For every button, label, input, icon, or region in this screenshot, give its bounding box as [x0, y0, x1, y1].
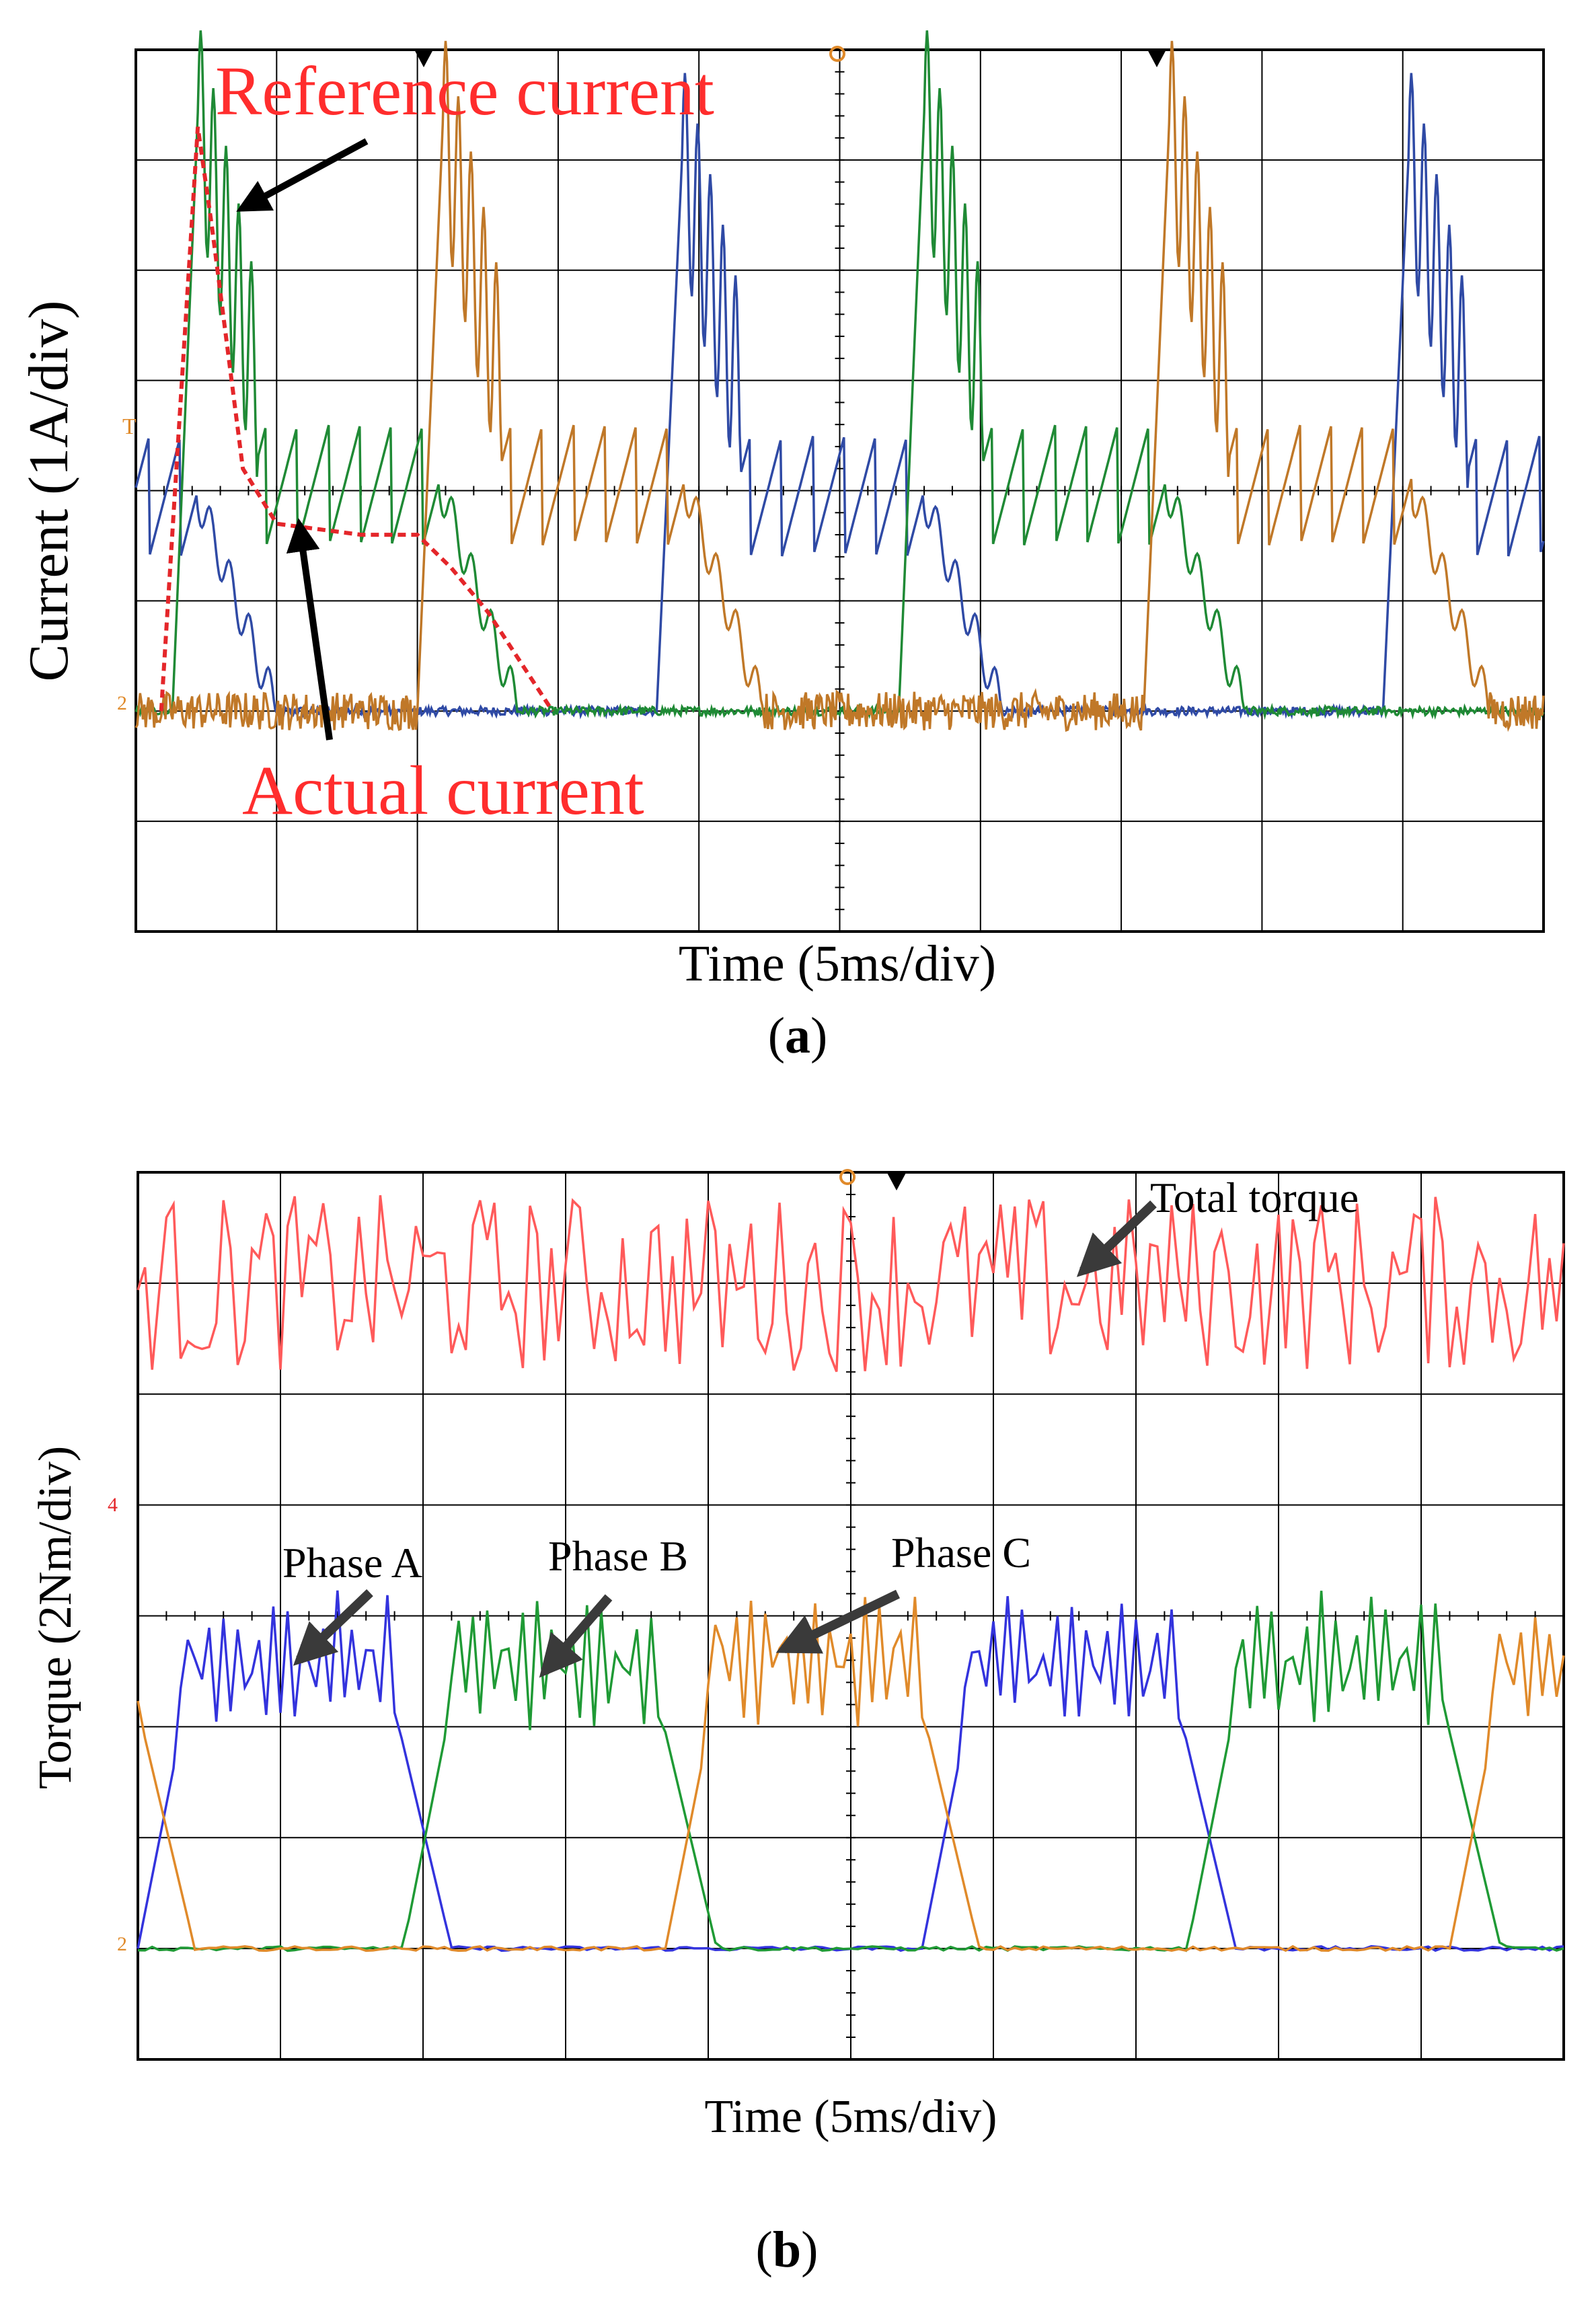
channel-2-ground-marker: 2: [117, 1933, 127, 1955]
panel-b-x-axis-label: Time (5ms/div): [705, 2091, 997, 2143]
phase-a-label: Phase A: [282, 1539, 422, 1587]
caption-letter: b: [773, 2222, 801, 2278]
actual-current-arrow: [286, 518, 333, 741]
panel-b-caption: (b): [756, 2222, 819, 2278]
panel-b-traces: [137, 1195, 1565, 1952]
channel-4-ground-marker: 4: [108, 1494, 118, 1516]
series-phase-b-current: [135, 30, 1545, 720]
reference-current-arrow: [236, 138, 369, 212]
trigger-level-marker: T: [122, 414, 137, 439]
phase-b-label: Phase B: [548, 1532, 688, 1580]
trigger-marker-icon: [886, 1172, 907, 1190]
panel-a-x-axis-label: Time (5ms/div): [679, 936, 996, 992]
total-torque-label: Total torque: [1150, 1174, 1359, 1221]
series-total-torque: [137, 1195, 1565, 1373]
caption-open-paren: (: [756, 2222, 773, 2278]
phase-a-arrow: [293, 1589, 373, 1666]
trigger-marker-icon: [414, 48, 434, 67]
trigger-marker-icon: [1147, 48, 1167, 67]
series-phase-b: [137, 1591, 1564, 1952]
panel-b-torque: Total torque Phase A Phase B Phase C 4 2…: [30, 1169, 1565, 2278]
caption-close-paren: ): [810, 1008, 827, 1064]
series-phase-c-current: [135, 40, 1545, 732]
caption-close-paren: ): [801, 2222, 818, 2278]
caption-letter: a: [785, 1008, 810, 1064]
series-phase-c: [137, 1597, 1565, 1952]
ch2-offset-icon: [829, 46, 845, 62]
panel-a-caption: (a): [768, 1008, 828, 1064]
caption-open-paren: (: [768, 1008, 785, 1064]
ch2-offset-icon: [839, 1169, 856, 1185]
phase-c-arrow: [775, 1589, 901, 1654]
channel-2-ground-marker: 2: [117, 692, 127, 714]
panel-a-traces: [135, 30, 1545, 732]
reference-current-label: Reference current: [215, 52, 714, 130]
phase-c-label: Phase C: [891, 1529, 1031, 1577]
panel-a-y-axis-label: Current (1A/div): [17, 301, 80, 682]
panel-a-grid: [135, 49, 1544, 932]
panel-b-y-axis-label: Torque (2Nm/div): [30, 1446, 81, 1789]
phase-b-arrow: [539, 1594, 613, 1678]
panel-a-current: Reference current Actual current T 2 Cur…: [17, 30, 1545, 1064]
actual-current-label: Actual current: [242, 752, 644, 829]
total-torque-arrow: [1076, 1200, 1157, 1277]
